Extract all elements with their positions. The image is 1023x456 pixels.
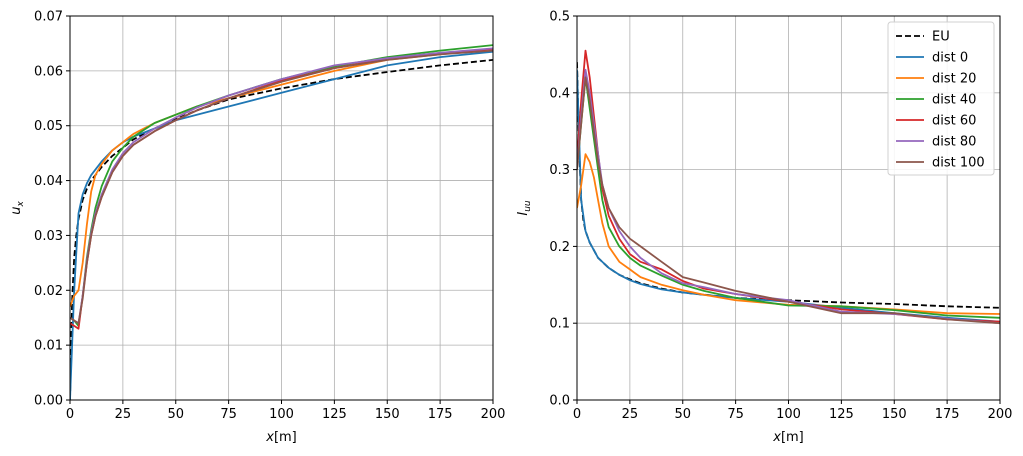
y-tick-label: 0.01 [34, 339, 63, 354]
x-axis-label: x[m] [772, 430, 804, 445]
y-tick-label: 0.5 [549, 10, 570, 25]
x-axis-label: x[m] [265, 430, 297, 445]
x-tick-label: 125 [829, 407, 854, 422]
x-tick-label: 100 [776, 407, 801, 422]
y-tick-label: 0.2 [549, 240, 570, 255]
y-axis-label-var: I [516, 212, 531, 216]
series-line-dist-60 [577, 49, 1000, 323]
y-axis-label-subscript: uu [523, 200, 533, 212]
y-tick-label: 0.02 [34, 284, 63, 299]
left-panel-ux: 0 25 50 75 100 125 150 175 200 0.00 0.01 0.02 0.03 0.… [9, 10, 505, 446]
x-tick-label: 75 [220, 407, 237, 422]
y-tick-label: 0.3 [549, 163, 570, 178]
x-axis-label-unit: [m] [781, 430, 804, 445]
right-panel-iuu: 0 25 50 75 100 125 150 175 200 0.0 0.1 0.2 0.3 0.4 0.5… [516, 10, 1012, 446]
legend-box [887, 21, 995, 176]
y-tick-label: 0.03 [34, 229, 63, 244]
series-line-dist-80 [577, 68, 1000, 325]
x-axis-label-unit: [m] [274, 430, 297, 445]
series-line-dist-100 [70, 49, 493, 325]
y-tick-label: 0.05 [34, 119, 63, 134]
x-tick-label: 75 [727, 407, 744, 422]
x-axis-label-var: x [772, 430, 781, 445]
x-tick-label: 100 [269, 407, 294, 422]
y-tick-label: 0.06 [34, 64, 63, 79]
series-line-dist-20 [70, 48, 493, 308]
legend-label-eu: EU [932, 30, 950, 45]
legend-label-dist-40: dist 40 [932, 93, 976, 108]
x-tick-label: 0 [573, 407, 581, 422]
y-tick-label: 0.1 [549, 317, 570, 332]
series-line-eu [577, 62, 1000, 309]
legend-label-dist-0: dist 0 [932, 51, 968, 66]
y-tick-label: 0.04 [34, 174, 63, 189]
legend-label-dist-100: dist 100 [932, 156, 985, 171]
legend-label-dist-20: dist 20 [932, 72, 976, 87]
y-axis-label: ux [9, 201, 26, 215]
x-tick-label: 175 [935, 407, 960, 422]
y-axis-label: Iuu [516, 200, 533, 216]
x-tick-label: 125 [322, 407, 347, 422]
y-tick-label: 0.4 [549, 86, 570, 101]
y-tick-label: 0.07 [34, 10, 63, 25]
y-tick-label: 0.0 [549, 394, 570, 409]
x-tick-label: 150 [375, 407, 400, 422]
x-tick-label: 50 [167, 407, 184, 422]
x-tick-label: 25 [115, 407, 132, 422]
x-tick-label: 25 [622, 407, 639, 422]
series-line-dist-100 [577, 76, 1000, 325]
x-tick-label: 200 [481, 407, 506, 422]
x-tick-label: 150 [882, 407, 907, 422]
legend-label-dist-80: dist 80 [932, 135, 976, 150]
legend-label-dist-60: dist 60 [932, 114, 976, 129]
series-line-dist-0 [577, 69, 1000, 323]
series-group [70, 44, 493, 400]
series-group [577, 49, 1000, 325]
y-tick-label: 0.00 [34, 394, 63, 409]
y-axis-label-var: u [9, 207, 24, 215]
x-tick-label: 200 [988, 407, 1013, 422]
legend: EU dist 0 dist 20 dist 40 dist 60 dist 80 dist… [887, 21, 995, 176]
x-tick-label: 0 [66, 407, 74, 422]
x-tick-label: 175 [428, 407, 453, 422]
x-axis-label-var: x [265, 430, 274, 445]
series-line-dist-40 [577, 76, 1000, 319]
x-tick-label: 50 [674, 407, 691, 422]
y-axis-label-subscript: x [16, 201, 26, 208]
